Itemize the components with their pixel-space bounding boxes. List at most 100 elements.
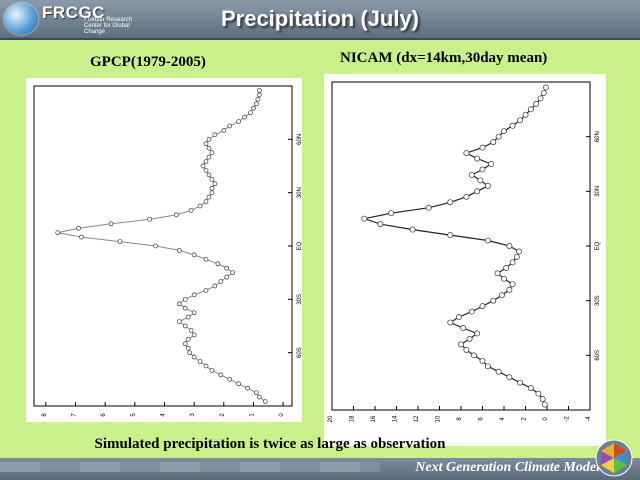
data-point <box>535 390 542 397</box>
data-point <box>206 145 212 151</box>
data-point <box>209 185 215 191</box>
data-point <box>215 261 221 267</box>
lat-tick-label: EQ <box>595 241 601 250</box>
data-point <box>221 128 227 133</box>
right-chart-panel: 60S 30S EQ 30N 60N -4 -2 0 2 4 6 8 10 12 14 16 18 20 <box>324 74 606 446</box>
data-point <box>117 239 123 244</box>
data-point <box>377 221 384 228</box>
data-point <box>230 270 236 276</box>
data-point <box>479 303 486 310</box>
data-point <box>242 114 247 120</box>
data-point <box>527 385 534 392</box>
logo-subtitle: Frontier Research Center for Global Chan… <box>84 17 133 35</box>
value-tick-label: -2 <box>565 416 571 422</box>
data-point <box>474 188 481 195</box>
data-point <box>409 226 416 233</box>
data-point <box>209 190 215 196</box>
data-point <box>197 203 203 209</box>
data-point <box>513 253 520 260</box>
data-point <box>506 243 513 249</box>
data-point <box>468 171 475 178</box>
data-point <box>474 155 481 162</box>
value-tick-label: 12 <box>414 415 420 422</box>
data-point <box>191 332 197 338</box>
data-point <box>173 212 179 218</box>
value-tick-label: 3 <box>190 413 196 417</box>
data-point <box>501 128 507 135</box>
data-point <box>248 110 253 116</box>
lat-tick-label: 30N <box>595 186 601 197</box>
data-point <box>236 381 241 387</box>
data-point <box>494 270 501 277</box>
slide-caption: Simulated precipitation is twice as larg… <box>94 436 446 452</box>
value-tick-label: 6 <box>101 413 107 417</box>
data-point <box>447 199 454 206</box>
value-tick-label: 10 <box>436 415 442 422</box>
data-point <box>479 357 486 364</box>
data-point <box>537 95 544 102</box>
data-point <box>76 225 81 231</box>
value-tick-label: 0 <box>543 417 549 421</box>
data-point <box>490 139 497 146</box>
data-point <box>203 288 209 293</box>
data-point <box>191 354 197 360</box>
left-chart-panel: 60S 30S EQ 30N 60N 0 1 2 3 4 5 6 7 8 <box>26 78 303 422</box>
data-point <box>539 396 546 403</box>
slide-title: Precipitation (July) <box>220 6 420 31</box>
data-point <box>257 394 262 400</box>
data-point <box>203 256 209 262</box>
lat-tick-label: 60N <box>595 131 601 142</box>
data-point <box>257 88 262 93</box>
value-tick-label: 5 <box>131 413 137 417</box>
data-point <box>212 132 218 138</box>
data-point <box>108 221 114 227</box>
data-point <box>503 264 510 271</box>
gpcp-chart: 60S 30S EQ 30N 60N 0 1 2 3 4 5 6 7 8 <box>33 85 303 417</box>
value-tick-label: 8 <box>42 413 48 417</box>
data-point <box>197 359 203 364</box>
data-point <box>495 133 502 140</box>
data-point <box>542 84 549 91</box>
data-point <box>527 106 534 113</box>
data-point <box>79 234 84 240</box>
data-point <box>257 92 262 98</box>
data-point <box>209 176 215 182</box>
data-point <box>468 308 475 315</box>
data-point <box>203 199 209 204</box>
footer-text: Next Generation Climate Model <box>415 460 600 475</box>
nicam-chart: 60S 30S EQ 30N 60N -4 -2 0 2 4 6 8 10 12 14 16 18 20 <box>328 81 601 422</box>
data-point <box>147 216 153 222</box>
logo-name: FRCGC <box>42 3 105 22</box>
value-tick-label: 1 <box>249 413 255 417</box>
frcgc-logo: FRCGC Frontier Research Center for Globa… <box>4 2 134 36</box>
data-point <box>463 346 470 353</box>
data-point <box>479 144 486 151</box>
data-point <box>498 292 505 299</box>
data-point <box>182 341 188 347</box>
data-point <box>361 215 368 222</box>
data-point <box>212 283 218 289</box>
lat-tick-label: 30N <box>297 187 302 198</box>
data-point <box>185 336 191 342</box>
data-point <box>153 243 158 249</box>
value-tick-label: 20 <box>328 415 334 422</box>
series-line <box>57 90 266 402</box>
lat-tick-label: 60N <box>297 134 302 145</box>
data-point <box>495 368 502 375</box>
data-point <box>182 296 188 302</box>
value-tick-label: 4 <box>160 413 166 417</box>
data-point <box>490 297 497 304</box>
data-point <box>262 399 268 404</box>
data-point <box>218 279 224 284</box>
data-point <box>460 325 467 331</box>
data-point <box>176 301 182 307</box>
data-point <box>212 181 218 187</box>
data-point <box>522 111 529 118</box>
data-point <box>509 122 516 129</box>
data-point <box>254 390 259 396</box>
data-point <box>203 159 209 164</box>
data-point <box>224 265 230 271</box>
data-point <box>463 150 470 157</box>
footer-stripe <box>0 462 380 472</box>
globe-icon <box>4 3 38 35</box>
